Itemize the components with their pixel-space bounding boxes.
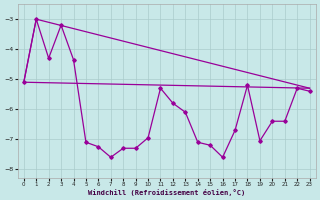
X-axis label: Windchill (Refroidissement éolien,°C): Windchill (Refroidissement éolien,°C): [88, 189, 245, 196]
